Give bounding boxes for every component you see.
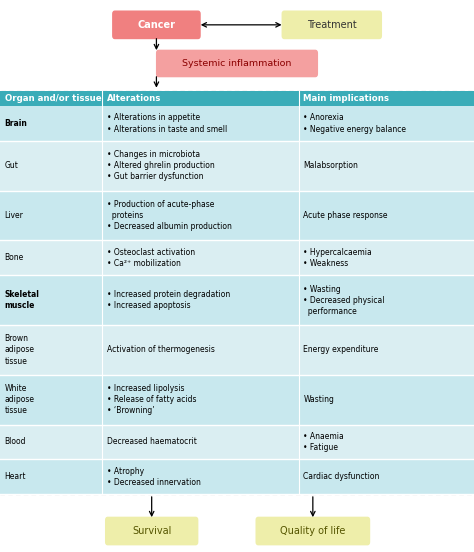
FancyBboxPatch shape	[112, 10, 201, 39]
Text: Organ and/or tissue: Organ and/or tissue	[5, 94, 101, 103]
Text: • Alterations in appetite
• Alterations in taste and smell: • Alterations in appetite • Alterations …	[107, 114, 227, 134]
Text: • Changes in microbiota
• Altered ghrelin production
• Gut barrier dysfunction: • Changes in microbiota • Altered ghreli…	[107, 150, 214, 182]
Text: Liver: Liver	[5, 211, 24, 220]
Text: • Osteoclast activation
• Ca²⁺ mobilization: • Osteoclast activation • Ca²⁺ mobilizat…	[107, 248, 195, 268]
FancyBboxPatch shape	[255, 517, 370, 545]
Bar	[0, 106, 474, 141]
FancyBboxPatch shape	[156, 50, 318, 77]
Bar	[0, 459, 474, 494]
Text: Decreased haematocrit: Decreased haematocrit	[107, 438, 197, 447]
Bar	[0, 190, 474, 241]
Text: Cancer: Cancer	[137, 20, 175, 30]
Text: • Anorexia
• Negative energy balance: • Anorexia • Negative energy balance	[303, 114, 406, 134]
Bar	[0, 375, 474, 424]
Text: Energy expenditure: Energy expenditure	[303, 346, 379, 354]
Text: • Production of acute-phase
  proteins
• Decreased albumin production: • Production of acute-phase proteins • D…	[107, 200, 231, 231]
Text: Brown
adipose
tissue: Brown adipose tissue	[5, 335, 35, 365]
Text: • Anaemia
• Fatigue: • Anaemia • Fatigue	[303, 432, 344, 452]
Text: Treatment: Treatment	[307, 20, 356, 30]
Text: • Increased lipolysis
• Release of fatty acids
• ‘Browning’: • Increased lipolysis • Release of fatty…	[107, 384, 196, 415]
Text: Skeletal
muscle: Skeletal muscle	[5, 290, 40, 310]
Bar	[0, 91, 474, 106]
FancyBboxPatch shape	[282, 10, 382, 39]
Text: Malabsorption: Malabsorption	[303, 161, 358, 170]
Bar	[0, 275, 474, 325]
Bar	[0, 141, 474, 190]
Text: • Atrophy
• Decreased innervation: • Atrophy • Decreased innervation	[107, 466, 201, 487]
Text: Main implications: Main implications	[303, 94, 389, 103]
Text: Survival: Survival	[132, 526, 172, 536]
Text: Acute phase response: Acute phase response	[303, 211, 388, 220]
Text: Systemic inflammation: Systemic inflammation	[182, 59, 292, 68]
Bar	[0, 325, 474, 375]
Text: Wasting: Wasting	[303, 395, 334, 404]
Text: • Increased protein degradation
• Increased apoptosis: • Increased protein degradation • Increa…	[107, 290, 230, 310]
Text: Activation of thermogenesis: Activation of thermogenesis	[107, 346, 215, 354]
Text: Cardiac dysfunction: Cardiac dysfunction	[303, 472, 380, 481]
Text: White
adipose
tissue: White adipose tissue	[5, 384, 35, 415]
Text: Quality of life: Quality of life	[280, 526, 346, 536]
Text: Alterations: Alterations	[107, 94, 161, 103]
Text: Heart: Heart	[5, 472, 26, 481]
Text: • Wasting
• Decreased physical
  performance: • Wasting • Decreased physical performan…	[303, 284, 385, 316]
Bar	[0, 241, 474, 275]
Bar	[0, 91, 474, 494]
Text: Gut: Gut	[5, 161, 18, 170]
Text: Blood: Blood	[5, 438, 26, 447]
Text: Brain: Brain	[5, 119, 27, 128]
Text: Bone: Bone	[5, 253, 24, 262]
Text: • Hypercalcaemia
• Weakness: • Hypercalcaemia • Weakness	[303, 248, 372, 268]
Bar	[0, 424, 474, 459]
FancyBboxPatch shape	[105, 517, 198, 545]
